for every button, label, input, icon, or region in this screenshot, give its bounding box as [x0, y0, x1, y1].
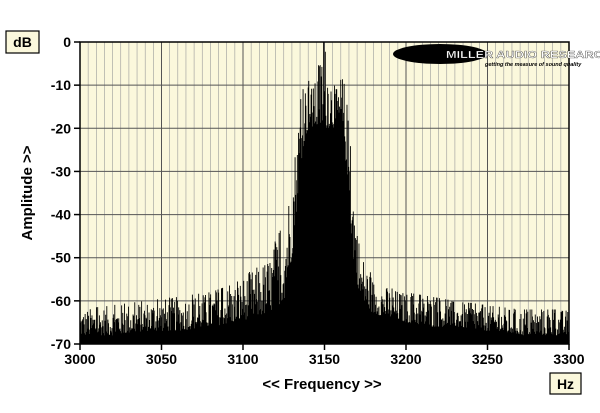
x-tick-label: 3100: [227, 351, 258, 367]
x-tick-label: 3050: [146, 351, 177, 367]
y-tick-label: 0: [63, 34, 71, 50]
miller-audio-research-logo: MILLER AUDIO RESEARCH getting the measur…: [393, 44, 600, 68]
y-tick-label: -40: [51, 207, 71, 223]
x-tick-label: 3150: [309, 351, 340, 367]
y-unit-box: dB: [5, 30, 40, 54]
y-tick-label: -50: [51, 250, 71, 266]
x-tick-label: 3300: [553, 351, 584, 367]
y-tick-label: -70: [51, 336, 71, 352]
x-unit-box: Hz: [549, 372, 582, 395]
y-axis-title: Amplitude >>: [19, 145, 36, 240]
y-tick-label: -30: [51, 163, 71, 179]
x-axis-title: << Frequency >>: [262, 376, 381, 393]
y-axis-ticks: 0 -10 -20 -30 -40 -50 -60 -70: [51, 34, 80, 352]
x-tick-label: 3000: [64, 351, 95, 367]
x-unit-label: Hz: [557, 376, 574, 392]
x-axis-ticks: 3000 3050 3100 3150 3200 3250 3300: [64, 344, 585, 367]
x-tick-label: 3250: [472, 351, 503, 367]
logo-tagline: getting the measure of sound quality: [484, 62, 582, 68]
y-tick-label: -10: [51, 77, 71, 93]
logo-wordmark: MILLER AUDIO RESEARCH: [446, 49, 600, 61]
y-tick-label: -20: [51, 120, 71, 136]
x-tick-label: 3200: [390, 351, 421, 367]
y-tick-label: -60: [51, 293, 71, 309]
y-unit-label: dB: [13, 34, 32, 50]
